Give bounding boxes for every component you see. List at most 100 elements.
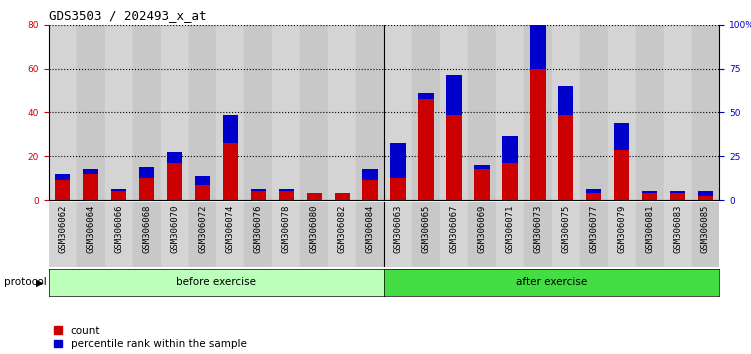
Text: GSM306082: GSM306082 <box>338 205 347 253</box>
Bar <box>524 25 552 200</box>
Bar <box>216 25 244 200</box>
Bar <box>496 25 524 200</box>
Bar <box>530 25 545 69</box>
Bar <box>133 202 161 267</box>
Bar <box>189 202 216 267</box>
Bar <box>356 25 385 200</box>
Bar <box>608 25 635 200</box>
Bar <box>502 137 517 163</box>
Text: GSM306069: GSM306069 <box>478 205 487 253</box>
Text: GSM306077: GSM306077 <box>590 205 599 253</box>
Bar <box>77 202 104 267</box>
Text: protocol: protocol <box>4 277 47 287</box>
Text: GSM306071: GSM306071 <box>505 205 514 253</box>
Bar <box>558 115 574 200</box>
Bar <box>83 169 98 174</box>
Bar <box>552 25 580 200</box>
Bar <box>664 202 692 267</box>
Bar <box>189 25 216 200</box>
Bar <box>167 163 182 200</box>
Bar <box>446 115 462 200</box>
Bar <box>670 191 685 193</box>
Bar <box>363 180 378 200</box>
Bar <box>216 202 244 267</box>
Text: GSM306076: GSM306076 <box>254 205 263 253</box>
Text: after exercise: after exercise <box>516 277 587 287</box>
Bar <box>608 202 635 267</box>
Bar <box>55 174 71 180</box>
Bar <box>139 178 154 200</box>
Bar <box>223 115 238 143</box>
Bar <box>300 202 328 267</box>
Bar <box>55 180 71 200</box>
Text: GSM306068: GSM306068 <box>142 205 151 253</box>
Bar <box>391 143 406 178</box>
Text: GSM306063: GSM306063 <box>394 205 403 253</box>
Text: GSM306084: GSM306084 <box>366 205 375 253</box>
Bar <box>692 202 719 267</box>
Text: GSM306067: GSM306067 <box>450 205 459 253</box>
Bar <box>412 25 440 200</box>
Text: GSM306085: GSM306085 <box>701 205 710 253</box>
Bar <box>244 202 273 267</box>
Text: GSM306074: GSM306074 <box>226 205 235 253</box>
Bar <box>111 191 126 200</box>
Bar <box>244 25 273 200</box>
Bar <box>558 86 574 115</box>
Text: GSM306073: GSM306073 <box>533 205 542 253</box>
Text: GSM306079: GSM306079 <box>617 205 626 253</box>
Text: before exercise: before exercise <box>176 277 257 287</box>
Bar <box>635 25 664 200</box>
Bar <box>195 176 210 185</box>
Bar <box>161 25 189 200</box>
Bar <box>391 178 406 200</box>
Text: GSM306070: GSM306070 <box>170 205 179 253</box>
Bar <box>83 174 98 200</box>
Bar <box>300 25 328 200</box>
Bar <box>328 202 356 267</box>
Bar <box>440 25 468 200</box>
Text: GSM306083: GSM306083 <box>673 205 682 253</box>
Legend: count, percentile rank within the sample: count, percentile rank within the sample <box>54 326 246 349</box>
Bar <box>49 202 77 267</box>
Bar <box>502 163 517 200</box>
Bar <box>161 202 189 267</box>
Text: GDS3503 / 202493_x_at: GDS3503 / 202493_x_at <box>49 9 207 22</box>
Bar <box>474 169 490 200</box>
Bar <box>223 143 238 200</box>
Text: GSM306080: GSM306080 <box>309 205 318 253</box>
Text: ▶: ▶ <box>36 277 44 287</box>
Bar <box>384 25 412 200</box>
Bar <box>133 25 161 200</box>
Bar <box>104 202 133 267</box>
Bar <box>384 202 412 267</box>
Bar <box>586 193 602 200</box>
Text: GSM306066: GSM306066 <box>114 205 123 253</box>
Bar <box>474 165 490 169</box>
Bar <box>279 191 294 200</box>
Bar <box>111 189 126 191</box>
Bar <box>167 152 182 163</box>
Bar <box>356 202 384 267</box>
Bar <box>692 25 719 200</box>
Bar <box>251 189 266 191</box>
Bar <box>440 202 468 267</box>
Bar <box>580 25 608 200</box>
Bar <box>530 69 545 200</box>
Bar <box>279 189 294 191</box>
Bar <box>580 202 608 267</box>
Text: GSM306072: GSM306072 <box>198 205 207 253</box>
Bar <box>496 202 524 267</box>
Bar <box>642 191 657 193</box>
Bar <box>446 75 462 115</box>
Bar <box>328 25 356 200</box>
Text: GSM306075: GSM306075 <box>561 205 570 253</box>
Bar <box>273 202 300 267</box>
Bar <box>49 25 77 200</box>
Bar <box>586 189 602 193</box>
Bar <box>104 25 133 200</box>
Bar <box>614 150 629 200</box>
Bar <box>273 25 300 200</box>
Bar <box>412 202 440 267</box>
Bar <box>614 123 629 150</box>
